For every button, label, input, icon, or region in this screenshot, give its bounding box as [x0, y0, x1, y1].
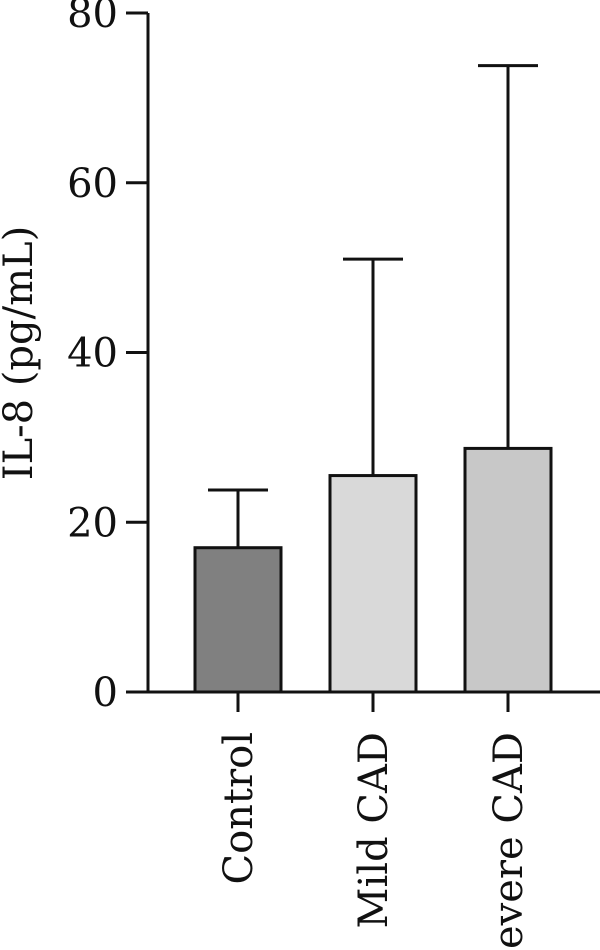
- y-tick-label-20: 20: [67, 500, 118, 546]
- y-tick-label-40: 40: [67, 331, 118, 377]
- y-tick-label-60: 60: [67, 161, 118, 207]
- axes-layer: 0 20 40 60 80 Control Mild CAD Severe CAD: [67, 0, 600, 950]
- bar-severe-cad: [463, 446, 553, 694]
- bar-mild-cad: [328, 474, 418, 694]
- y-axis-label: IL-8 (pg/mL): [0, 226, 42, 480]
- x-tick-label-severe-cad: Severe CAD: [486, 732, 532, 950]
- y-tick-label-0: 0: [93, 670, 118, 716]
- y-tick-label-80: 80: [67, 0, 118, 37]
- bar-control: [193, 546, 283, 694]
- x-tick-label-mild-cad: Mild CAD: [351, 732, 397, 928]
- bars-layer: [193, 446, 553, 694]
- x-tick-label-control: Control: [216, 732, 262, 885]
- error-bars-layer: [208, 64, 538, 548]
